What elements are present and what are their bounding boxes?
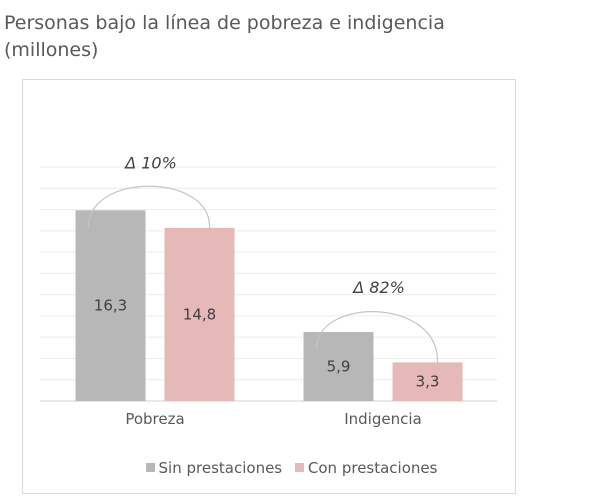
bar-pobreza-con: [164, 227, 235, 401]
category-label: Pobreza: [125, 410, 184, 428]
chart-title: Personas bajo la línea de pobreza e indi…: [4, 10, 564, 64]
bar-indigencia-con: [392, 362, 463, 401]
delta-annotation: Δ 82%: [351, 278, 405, 297]
legend-swatch-con-prestaciones: [294, 463, 304, 472]
delta-arc: [315, 311, 439, 363]
category-label: Indigencia: [344, 410, 421, 428]
delta-arc: [87, 185, 211, 229]
legend-label-con-prestaciones: Con prestaciones: [307, 458, 438, 477]
chart-title-line-2: (millones): [4, 39, 99, 61]
bar-indigencia-sin: [303, 331, 374, 401]
data-label: 14,8: [183, 305, 216, 323]
legend-item-con-prestaciones: Con prestaciones: [294, 458, 438, 477]
chart-legend: Sin prestaciones Con prestaciones: [0, 458, 591, 477]
data-label: 5,9: [327, 357, 351, 375]
chart-title-line-1: Personas bajo la línea de pobreza e indi…: [4, 12, 445, 34]
legend-label-sin-prestaciones: Sin prestaciones: [158, 458, 283, 477]
legend-swatch-sin-prestaciones: [145, 463, 155, 472]
bar-pobreza-sin: [75, 210, 146, 401]
data-label: 16,3: [94, 297, 127, 315]
data-label: 3,3: [416, 373, 440, 391]
legend-item-sin-prestaciones: Sin prestaciones: [145, 458, 283, 477]
delta-annotation: Δ 10%: [123, 153, 177, 172]
